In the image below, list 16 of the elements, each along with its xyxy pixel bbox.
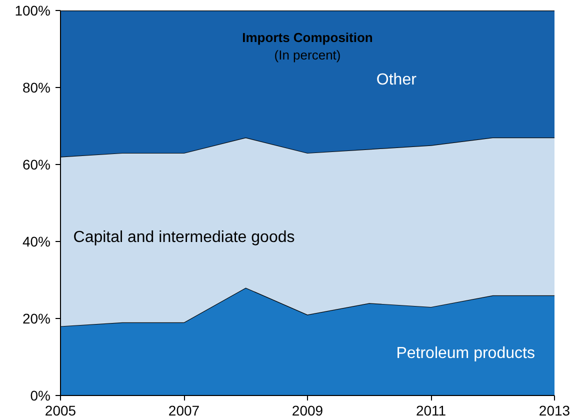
y-tick-label: 0% (30, 388, 50, 404)
y-tick-label: 20% (22, 310, 51, 326)
series-label: Petroleum products (396, 344, 535, 362)
x-tick-label: 2009 (292, 402, 324, 418)
x-tick-label: 2007 (168, 402, 200, 418)
series-label: Other (376, 71, 418, 88)
y-tick-label: 100% (14, 2, 51, 18)
x-tick-label: 2011 (416, 402, 446, 418)
x-tick-label: 2005 (44, 402, 76, 418)
series-label: Capital and intermediate goods (73, 229, 295, 246)
y-tick-label: 60% (22, 156, 51, 172)
y-tick-label: 80% (22, 80, 51, 96)
text: (In percent) (274, 47, 341, 62)
y-tick-label: 40% (22, 234, 51, 250)
x-tick-label: 2013 (538, 402, 570, 418)
text: Imports Composition (242, 30, 373, 45)
